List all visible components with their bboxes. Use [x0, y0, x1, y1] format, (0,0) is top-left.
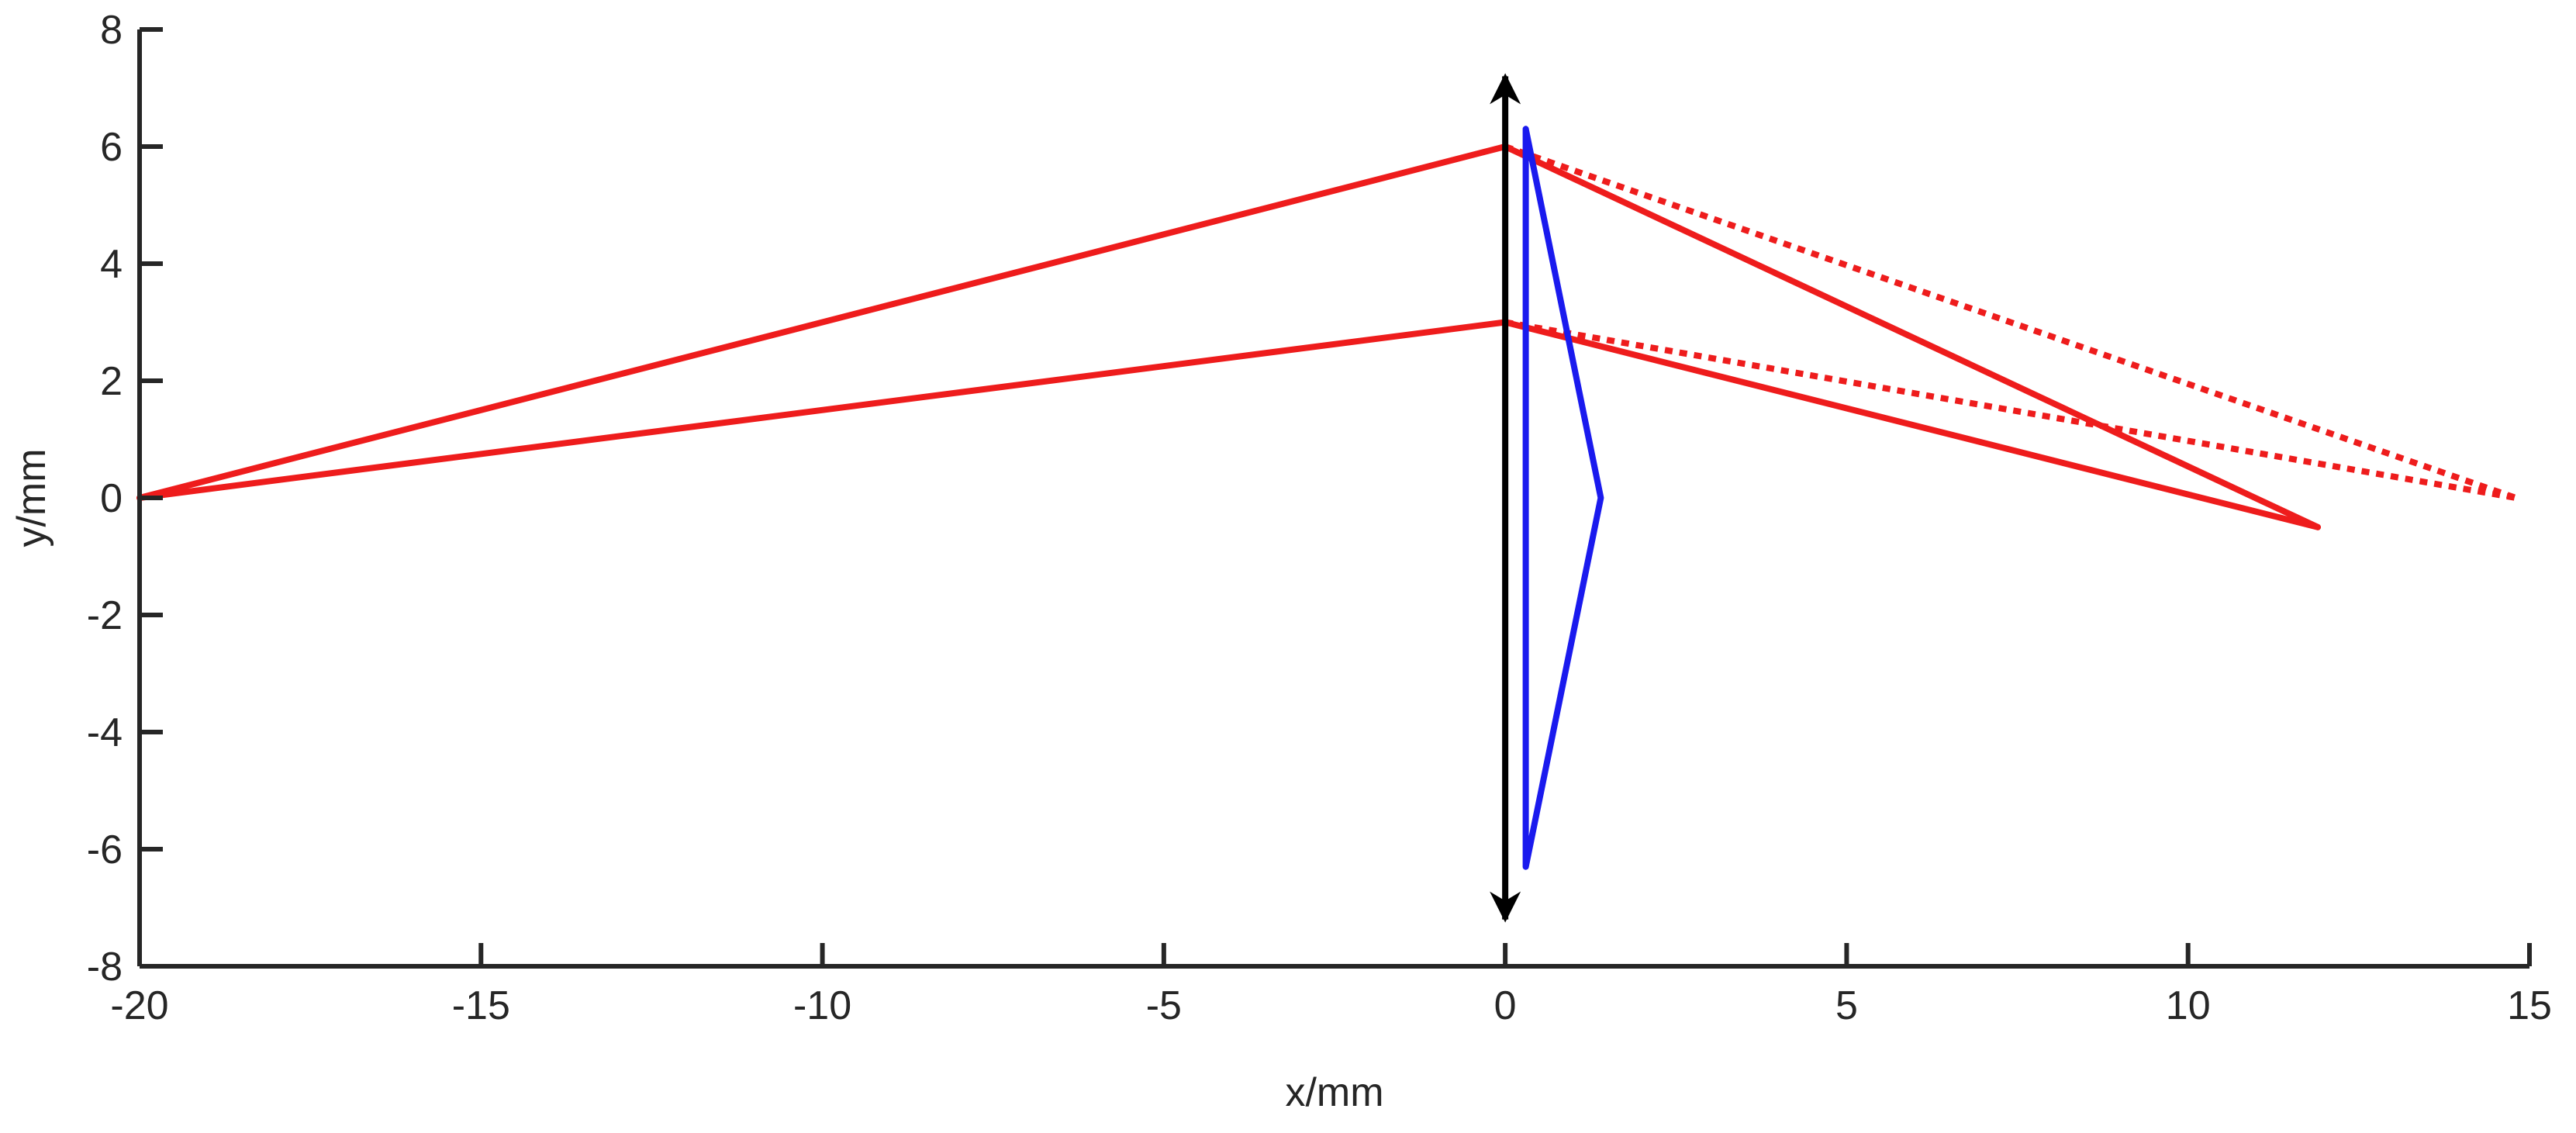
x-tick-label: 10 [2166, 983, 2211, 1028]
x-tick-label: -5 [1146, 983, 1182, 1028]
ray-1 [136, 319, 2321, 530]
y-tick-label: -4 [87, 710, 123, 755]
x-axis-label: x/mm [1285, 1070, 1383, 1115]
y-tick-label: 8 [100, 8, 123, 53]
dotted-ray-3 [1504, 319, 2517, 501]
dotted-ray-2 [1504, 143, 2517, 501]
x-tick-label: 0 [1494, 983, 1517, 1028]
y-tick-label: 4 [100, 242, 123, 287]
y-tick-label: 6 [100, 125, 123, 170]
x-tick-label: 15 [2507, 983, 2552, 1028]
plot-area [136, 73, 2517, 923]
y-tick-label: -8 [87, 945, 123, 990]
y-tick-label: -6 [87, 827, 123, 872]
x-tick-label: -20 [110, 983, 168, 1028]
ray-0 [136, 143, 2321, 530]
y-tick-label: 0 [100, 476, 123, 521]
lens-outline [1522, 126, 1604, 870]
x-tick-label: -10 [793, 983, 851, 1028]
x-tick-label: -15 [452, 983, 510, 1028]
y-tick-label: -2 [87, 593, 123, 638]
y-axis-label: y/mm [9, 448, 54, 547]
y-tick-label: 2 [100, 359, 123, 404]
x-tick-label: 5 [1835, 983, 1858, 1028]
